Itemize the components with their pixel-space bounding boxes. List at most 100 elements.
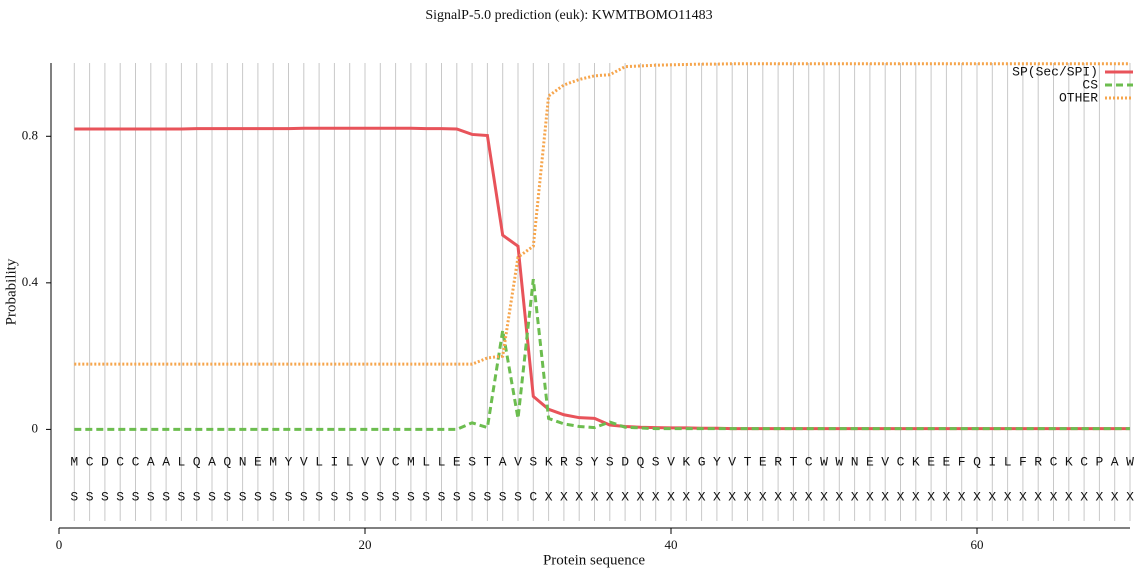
residue-annotation: C <box>529 489 537 504</box>
residue-annotation: S <box>116 489 124 504</box>
residue-annotation: S <box>193 489 201 504</box>
y-tick-label: 0.4 <box>22 274 39 289</box>
residue-annotation: X <box>927 489 935 504</box>
residue-annotation: S <box>407 489 415 504</box>
residue-annotation: X <box>789 489 797 504</box>
residue: L <box>177 454 185 469</box>
residue: T <box>744 454 752 469</box>
residue: E <box>942 454 950 469</box>
residue: V <box>300 454 308 469</box>
residue-annotation: X <box>545 489 553 504</box>
residue: C <box>132 454 140 469</box>
x-tick-label: 60 <box>971 537 984 552</box>
residue-annotation: X <box>1019 489 1027 504</box>
residue: V <box>728 454 736 469</box>
residue-annotation: X <box>682 489 690 504</box>
residue: Q <box>223 454 231 469</box>
series-line <box>74 279 1130 431</box>
residue-annotation: S <box>239 489 247 504</box>
residue: K <box>1065 454 1073 469</box>
residue: Y <box>713 454 721 469</box>
residue-annotation: X <box>1095 489 1103 504</box>
residue-annotation: S <box>132 489 140 504</box>
x-tick-label: 0 <box>56 537 63 552</box>
residue: A <box>147 454 155 469</box>
residue-annotation: X <box>881 489 889 504</box>
residue-annotation: X <box>942 489 950 504</box>
residue: S <box>606 454 614 469</box>
legend-label: SP(Sec/SPI) <box>1012 64 1098 79</box>
series-line <box>74 62 1130 366</box>
residue: C <box>86 454 94 469</box>
residue-annotation: X <box>1004 489 1012 504</box>
y-tick-label: 0.8 <box>22 127 38 142</box>
residue-annotation: S <box>86 489 94 504</box>
residue-annotation: X <box>759 489 767 504</box>
residue-annotation: X <box>958 489 966 504</box>
residue-annotation: X <box>835 489 843 504</box>
residue-annotation: X <box>805 489 813 504</box>
residue-annotation: S <box>147 489 155 504</box>
residue: G <box>698 454 706 469</box>
residue: E <box>254 454 262 469</box>
residue: A <box>208 454 216 469</box>
residue: C <box>1080 454 1088 469</box>
residue: R <box>774 454 782 469</box>
residue: F <box>1019 454 1027 469</box>
residue: N <box>851 454 859 469</box>
y-axis-label: Probability <box>3 258 19 325</box>
series-line <box>74 126 1130 431</box>
residue: S <box>652 454 660 469</box>
residue-annotation: S <box>101 489 109 504</box>
residue: R <box>560 454 568 469</box>
residue-annotation: S <box>300 489 308 504</box>
residue: L <box>1004 454 1012 469</box>
residue-annotation: X <box>652 489 660 504</box>
residue: L <box>438 454 446 469</box>
legend-label: OTHER <box>1059 90 1098 105</box>
legend-label: CS <box>1082 77 1098 92</box>
residue: D <box>101 454 109 469</box>
residue: Y <box>285 454 293 469</box>
residue-annotation: S <box>468 489 476 504</box>
residue: M <box>70 454 78 469</box>
residue-annotation: X <box>973 489 981 504</box>
residue: W <box>835 454 843 469</box>
residue: K <box>682 454 690 469</box>
residue: W <box>820 454 828 469</box>
residue: V <box>667 454 675 469</box>
residue: L <box>315 454 323 469</box>
residue-annotation: X <box>988 489 996 504</box>
residue-annotation: S <box>483 489 491 504</box>
residue: T <box>789 454 797 469</box>
residue-annotation: S <box>269 489 277 504</box>
residue: M <box>407 454 415 469</box>
residue: L <box>346 454 354 469</box>
residue-annotation: S <box>330 489 338 504</box>
residue: F <box>958 454 966 469</box>
residue-annotation: S <box>453 489 461 504</box>
residue-annotation: X <box>636 489 644 504</box>
residue-annotation: X <box>713 489 721 504</box>
residue-annotation: S <box>376 489 384 504</box>
residue: A <box>499 454 507 469</box>
residue-annotation: X <box>744 489 752 504</box>
residue-annotation: X <box>560 489 568 504</box>
residue: C <box>1050 454 1058 469</box>
residue-annotation: S <box>499 489 507 504</box>
residue-annotation: S <box>361 489 369 504</box>
residue: E <box>759 454 767 469</box>
residue: V <box>881 454 889 469</box>
residue: Q <box>193 454 201 469</box>
residue: C <box>805 454 813 469</box>
residue-annotation: S <box>162 489 170 504</box>
residue: V <box>376 454 384 469</box>
residue-annotation: X <box>912 489 920 504</box>
residue-annotation: X <box>866 489 874 504</box>
residue-annotation: X <box>667 489 675 504</box>
y-tick-label: 0 <box>32 420 39 435</box>
residue-annotation: X <box>606 489 614 504</box>
residue: L <box>422 454 430 469</box>
residue: N <box>239 454 247 469</box>
